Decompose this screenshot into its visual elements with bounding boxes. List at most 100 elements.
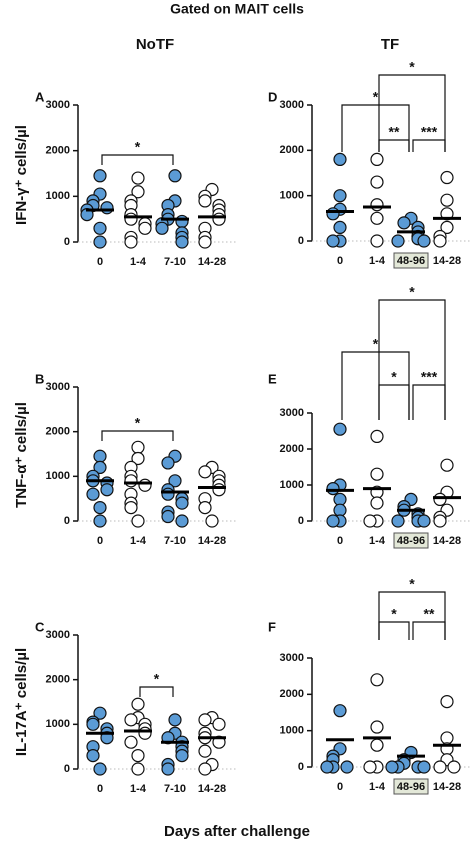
- data-point: [86, 717, 100, 731]
- x-tick-label: 1-4: [369, 255, 386, 267]
- significance-label: *: [391, 369, 397, 385]
- data-point: [320, 760, 334, 774]
- data-point: [333, 704, 347, 718]
- data-point: [370, 175, 384, 189]
- data-point: [93, 501, 107, 515]
- significance-bracket: [378, 384, 410, 420]
- x-tick-label: 14-28: [198, 783, 226, 795]
- data-point: [131, 171, 145, 185]
- significance-bracket: [101, 430, 174, 441]
- data-point: [138, 726, 152, 740]
- significance-bracket: [378, 591, 446, 640]
- significance-bracket: [378, 74, 446, 152]
- data-point: [124, 474, 138, 488]
- y-tick-label: 2000: [46, 145, 70, 157]
- y-tick-label: 0: [64, 515, 70, 527]
- data-point: [212, 483, 226, 497]
- significance-label: ***: [421, 124, 438, 140]
- y-tick-label: 3000: [46, 99, 70, 111]
- x-tick-label: 14-28: [198, 535, 226, 547]
- data-point: [124, 235, 138, 249]
- significance-label: *: [391, 606, 397, 622]
- data-point: [370, 467, 384, 481]
- panel-letter: C: [35, 619, 45, 634]
- y-tick-label: 3000: [46, 629, 70, 641]
- y-axis-label: IFN-γ⁺ cells/µl: [13, 125, 30, 225]
- y-tick-label: 0: [64, 236, 70, 248]
- data-point: [198, 744, 212, 758]
- data-point: [198, 235, 212, 249]
- data-point: [417, 514, 431, 528]
- panel-letter: A: [35, 89, 45, 104]
- significance-bracket: [341, 104, 410, 152]
- y-tick-label: 3000: [280, 652, 304, 664]
- data-point: [363, 514, 377, 528]
- x-tick-label: 1-4: [130, 535, 147, 547]
- data-point: [100, 483, 114, 497]
- data-point: [205, 514, 219, 528]
- significance-bracket: [378, 139, 410, 152]
- y-tick-label: 0: [298, 235, 304, 247]
- data-point: [340, 760, 354, 774]
- y-axis-label: TNF-α⁺ cells/µl: [13, 402, 30, 508]
- data-point: [100, 201, 114, 215]
- significance-bracket: [412, 384, 446, 420]
- data-point: [124, 713, 138, 727]
- y-tick-label: 3000: [280, 407, 304, 419]
- significance-label: ***: [421, 369, 438, 385]
- data-point: [93, 169, 107, 183]
- y-tick-label: 1000: [280, 725, 304, 737]
- panel-letter: D: [268, 89, 277, 104]
- data-point: [440, 731, 454, 745]
- data-point: [391, 234, 405, 248]
- data-point: [175, 235, 189, 249]
- data-point: [433, 234, 447, 248]
- x-tick-label: 7-10: [164, 535, 186, 547]
- x-tick-label: 48-96: [397, 255, 425, 267]
- category-highlight: [393, 532, 429, 549]
- data-point: [385, 760, 399, 774]
- data-point: [155, 221, 169, 235]
- data-point: [198, 465, 212, 479]
- significance-label: *: [135, 139, 141, 155]
- data-point: [198, 713, 212, 727]
- data-point: [124, 212, 138, 226]
- significance-label: *: [409, 576, 415, 592]
- y-tick-label: 2000: [46, 426, 70, 438]
- y-tick-label: 0: [64, 763, 70, 775]
- significance-label: *: [409, 284, 415, 300]
- x-tick-label: 1-4: [369, 781, 386, 793]
- data-point: [168, 713, 182, 727]
- data-point: [131, 748, 145, 763]
- x-tick-label: 14-28: [198, 256, 226, 268]
- data-point: [93, 460, 107, 474]
- data-point: [198, 501, 212, 515]
- y-axis-label: IL-17A⁺ cells/µl: [13, 648, 30, 756]
- data-point: [370, 234, 384, 248]
- data-point: [161, 762, 175, 776]
- data-point: [161, 487, 175, 501]
- data-point: [440, 458, 454, 472]
- data-point: [93, 706, 107, 720]
- data-point: [86, 487, 100, 501]
- y-tick-label: 3000: [280, 99, 304, 111]
- data-point: [370, 198, 384, 212]
- data-point: [433, 760, 447, 774]
- data-point: [198, 762, 212, 776]
- data-point: [131, 451, 145, 466]
- data-point: [93, 221, 107, 235]
- data-point: [333, 492, 347, 506]
- data-point: [370, 738, 384, 752]
- x-tick-label: 1-4: [369, 535, 386, 547]
- y-tick-label: 1000: [280, 479, 304, 491]
- y-tick-label: 2000: [280, 443, 304, 455]
- x-tick-label: 14-28: [433, 535, 461, 547]
- category-highlight: [393, 778, 429, 795]
- x-tick-label: 1-4: [130, 256, 147, 268]
- data-point: [212, 212, 226, 226]
- data-point: [138, 221, 152, 235]
- y-tick-label: 2000: [280, 144, 304, 156]
- y-tick-label: 3000: [46, 381, 70, 393]
- significance-label: *: [373, 89, 379, 105]
- data-point: [333, 220, 347, 234]
